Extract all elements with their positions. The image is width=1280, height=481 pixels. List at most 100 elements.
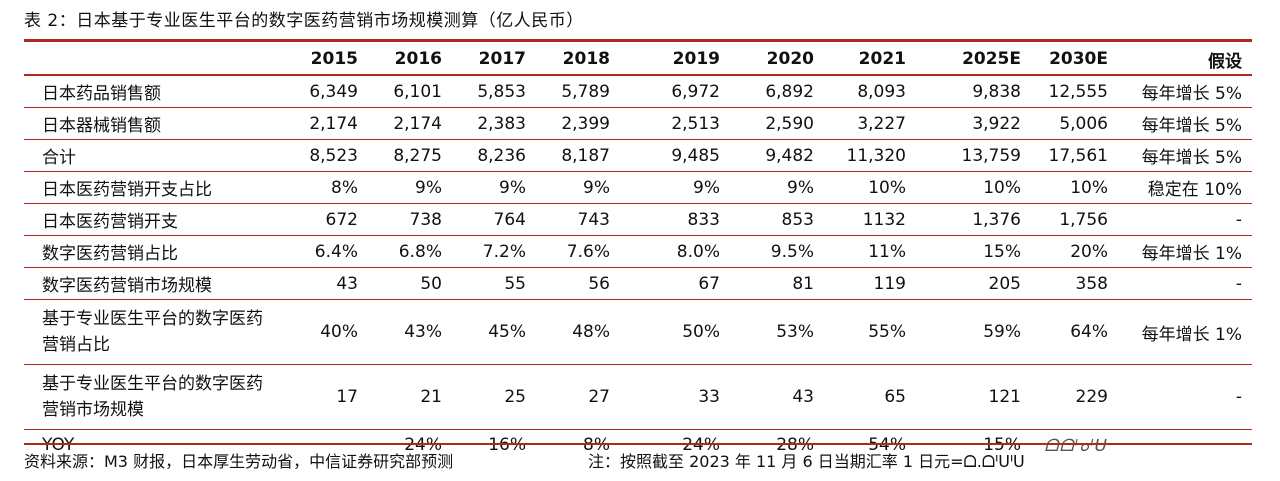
table-cell: 2,174: [368, 107, 452, 140]
table-cell: 54%: [868, 435, 906, 455]
header-cell-2017: 2017: [452, 44, 536, 76]
table-cell: 8,187: [536, 139, 620, 172]
table-cell: 764: [452, 203, 536, 236]
table-cell: 27: [536, 364, 620, 430]
table-row: 基于专业医生平台的数字医药营销市场规模 17 21 25 27 33 43 65…: [24, 364, 1252, 430]
table-cell: 8,093: [824, 75, 916, 108]
table-cell: 9,485: [620, 139, 730, 172]
table-cell: 13,759: [916, 139, 1031, 172]
table-cell: 672: [274, 203, 368, 236]
table-cell: 15%: [916, 235, 1031, 268]
table-cell: 43%: [368, 299, 452, 365]
table-cell: 8,236: [452, 139, 536, 172]
table-cell: 6,892: [730, 75, 824, 108]
header-cell-2019: 2019: [620, 44, 730, 76]
table-cell: 738: [368, 203, 452, 236]
table-cell: 56: [536, 267, 620, 300]
table-cell: 43: [274, 267, 368, 300]
row-label: YOY: [42, 435, 75, 455]
table-cell: 2,513: [620, 107, 730, 140]
assumption-cell: 每年增长 5%: [1118, 75, 1252, 108]
assumption-cell: 每年增长 1%: [1118, 299, 1252, 365]
assumption-cell: 每年增长 5%: [1118, 107, 1252, 140]
yoy-2030e-value: ᗝᗝᑊ๐ᑊᑌ: [1044, 435, 1108, 456]
table-cell: 10%: [916, 171, 1031, 204]
table-cell: 6,349: [274, 75, 368, 108]
table-cell: 3,227: [824, 107, 916, 140]
header-cell-2030e: 2030E: [1031, 44, 1118, 76]
table-cell: ᗝᗝᑊ๐ᑊᑌ: [1031, 430, 1118, 461]
assumption-cell: -: [1118, 267, 1252, 300]
table-cell: 67: [620, 267, 730, 300]
table-cell: 55: [452, 267, 536, 300]
table-cell: 833: [620, 203, 730, 236]
table-cell: 9%: [368, 171, 452, 204]
table-row: 合计 8,523 8,275 8,236 8,187 9,485 9,482 1…: [24, 139, 1252, 172]
header-cell-2020: 2020: [730, 44, 824, 76]
table-cell: 9%: [620, 171, 730, 204]
table-cell: 6,101: [368, 75, 452, 108]
bottom-rule: [24, 443, 1252, 445]
table-cell: 119: [824, 267, 916, 300]
table-cell: 55%: [824, 299, 916, 365]
header-cell-blank: [24, 44, 274, 76]
row-label: 日本器械销售额: [24, 107, 274, 140]
row-label: 日本药品销售额: [24, 75, 274, 108]
table-cell: 40%: [274, 299, 368, 365]
table-cell: 1,376: [916, 203, 1031, 236]
table-cell: 16%: [488, 435, 526, 455]
table-cell: 10%: [1031, 171, 1118, 204]
table-cell: 2,590: [730, 107, 824, 140]
table-cell: 25: [452, 364, 536, 430]
table-cell: 229: [1031, 364, 1118, 430]
table-title: 表 2：日本基于专业医生平台的数字医药营销市场规模测算（亿人民币）: [24, 11, 584, 31]
table-cell: 9.5%: [730, 235, 824, 268]
assumption-cell: -: [1118, 364, 1252, 430]
table-cell: 12,555: [1031, 75, 1118, 108]
table-cell: 9,838: [916, 75, 1031, 108]
header-cell-2021: 2021: [824, 44, 916, 76]
row-label: 日本医药营销开支: [24, 203, 274, 236]
table-cell: 5,853: [452, 75, 536, 108]
table-cell: 5,006: [1031, 107, 1118, 140]
table-cell: 20%: [1031, 235, 1118, 268]
table-row: 日本医药营销开支 672 738 764 743 833 853 1132 1,…: [24, 203, 1252, 236]
header-cell-assumption: 假设: [1118, 44, 1252, 76]
table-cell: 50%: [620, 299, 730, 365]
table-cell: 7.2%: [452, 235, 536, 268]
table-cell: 28%: [776, 435, 814, 455]
table-cell: 8,275: [368, 139, 452, 172]
table-cell: 50: [368, 267, 452, 300]
assumption-cell: 每年增长 1%: [1118, 235, 1252, 268]
table-cell: 8%: [274, 171, 368, 204]
table-cell: 205: [916, 267, 1031, 300]
table-row: 日本药品销售额 6,349 6,101 5,853 5,789 6,972 6,…: [24, 75, 1252, 108]
row-label: 数字医药营销占比: [24, 235, 274, 268]
header-row: 2015 2016 2017 2018 2019 2020 2021 2025E…: [24, 44, 1252, 76]
table-row: 日本器械销售额 2,174 2,174 2,383 2,399 2,513 2,…: [24, 107, 1252, 140]
table-cell: 10%: [824, 171, 916, 204]
assumption-cell: -: [1118, 203, 1252, 236]
table-cell: 21: [368, 364, 452, 430]
table-cell: 853: [730, 203, 824, 236]
table-cell: 7.6%: [536, 235, 620, 268]
table-cell: 64%: [1031, 299, 1118, 365]
table-cell: 6.8%: [368, 235, 452, 268]
source-note: 资料来源：M3 财报，日本厚生劳动省，中信证券研究部预测: [24, 452, 454, 471]
row-label: 日本医药营销开支占比: [24, 171, 274, 204]
table-cell: 9,482: [730, 139, 824, 172]
table-cell: 11%: [824, 235, 916, 268]
table-cell: 33: [620, 364, 730, 430]
table-cell: 9%: [536, 171, 620, 204]
table-cell: 15%: [983, 435, 1021, 455]
table-cell: 1132: [824, 203, 916, 236]
header-cell-2016: 2016: [368, 44, 452, 76]
table-cell: 24%: [404, 435, 442, 455]
table-cell: 3,922: [916, 107, 1031, 140]
table-cell: 48%: [536, 299, 620, 365]
row-label: 基于专业医生平台的数字医药营销市场规模: [24, 364, 274, 430]
header-cell-2015: 2015: [274, 44, 368, 76]
table-cell: 2,383: [452, 107, 536, 140]
assumption-cell: 每年增长 5%: [1118, 139, 1252, 172]
table-cell: 45%: [452, 299, 536, 365]
